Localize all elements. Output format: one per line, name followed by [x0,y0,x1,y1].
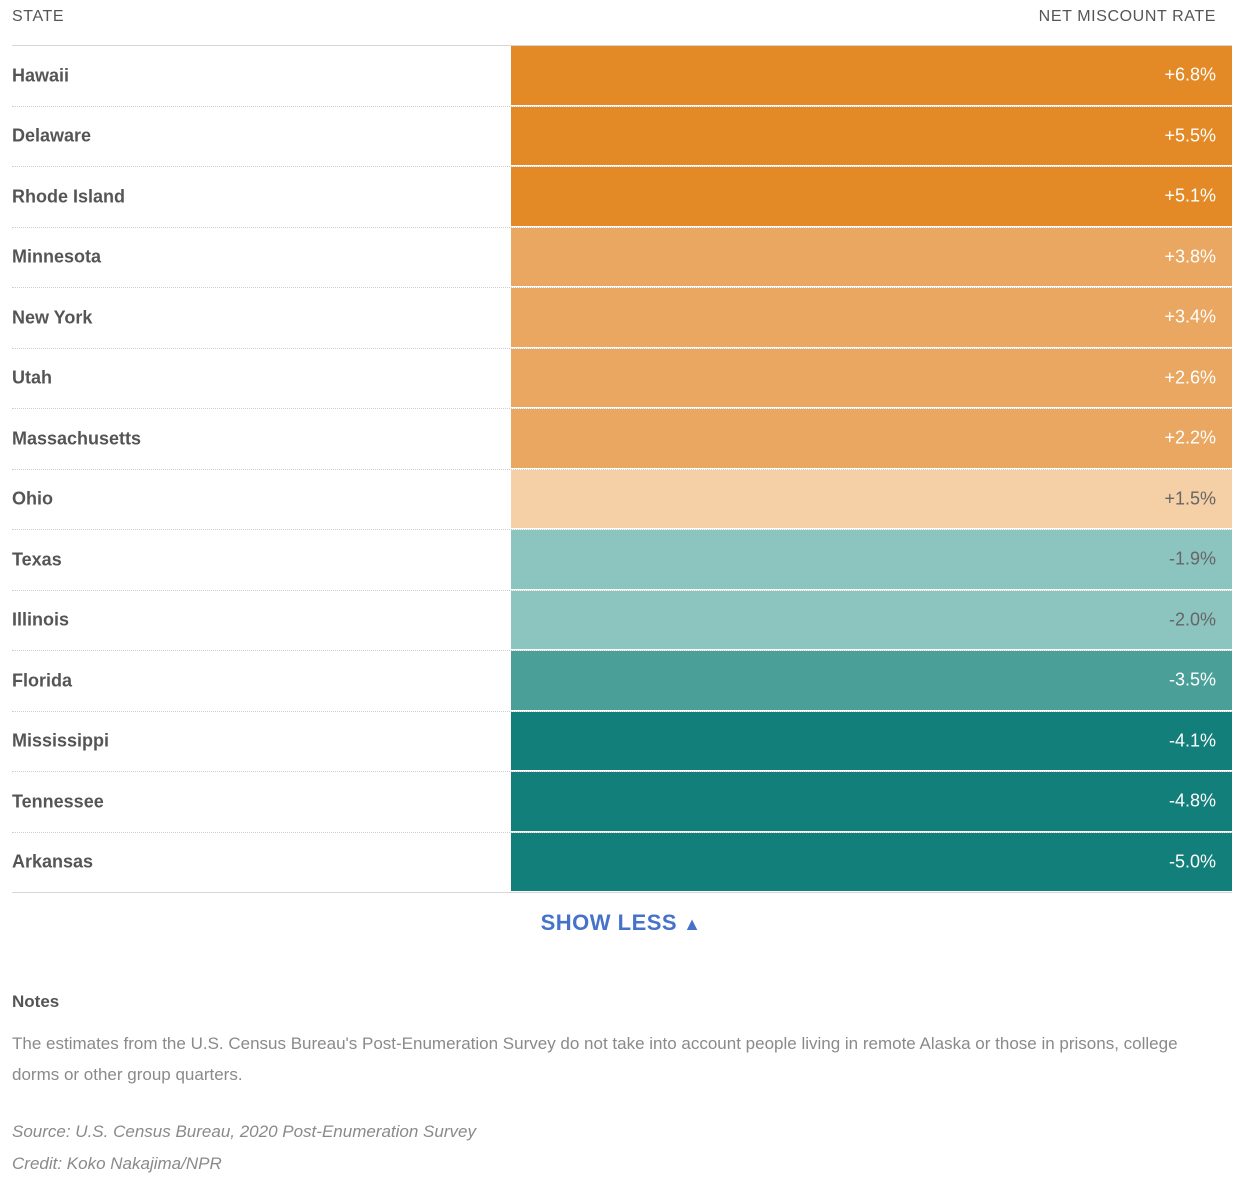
rate-cell: +3.4% [511,288,1232,348]
rate-value: +6.8% [1164,64,1216,85]
rate-value: +3.8% [1164,246,1216,267]
rate-cell: -4.1% [511,711,1232,771]
rate-value: -4.8% [1168,790,1216,811]
table-row: New York +3.4% [12,288,1232,349]
rate-cell: -4.8% [511,772,1232,832]
table-row: Illinois -2.0% [12,590,1232,651]
state-name: Florida [12,670,73,691]
state-name: Massachusetts [12,428,142,449]
notes-text: The estimates from the U.S. Census Burea… [12,1034,1178,1084]
table-row: Massachusetts +2.2% [12,409,1232,470]
source-credit-line: Source: U.S. Census Bureau, 2020 Post-En… [12,1122,476,1141]
table-body: Hawaii +6.8% Delaware +5.5% Rhode Island +5.1… [12,46,1232,893]
table-row: Rhode Island +5.1% [12,167,1232,228]
rate-cell: +5.5% [511,106,1232,166]
rate-cell: -3.5% [511,651,1232,711]
state-name: Arkansas [12,851,94,872]
rate-value: -2.0% [1168,609,1216,630]
state-name: Ohio [12,488,53,509]
rate-cell: +1.5% [511,469,1232,529]
rate-value: -5.0% [1168,851,1216,872]
table-row: Florida -3.5% [12,651,1232,712]
state-name: New York [12,307,93,328]
table-row: Hawaii +6.8% [12,46,1232,107]
table-row: Arkansas -5.0% [12,832,1232,893]
rate-value: +5.5% [1164,125,1216,146]
rate-value: +3.4% [1164,306,1216,327]
rate-value: +2.6% [1164,367,1216,388]
state-name: Texas [12,549,62,570]
rate-value: +5.1% [1164,185,1216,206]
state-name: Delaware [12,125,92,146]
rate-cell: -5.0% [511,832,1232,892]
author-credit-line: Credit: Koko Nakajima/NPR [12,1154,222,1173]
state-name: Tennessee [12,791,104,812]
triangle-up-icon: ▲ [683,914,702,934]
table-row: Tennessee -4.8% [12,772,1232,833]
rate-column-header[interactable]: NET MISCOUNT RATE [1038,8,1216,25]
state-name: Minnesota [12,246,102,267]
state-name: Mississippi [12,730,110,751]
table-row: Texas -1.9% [12,530,1232,591]
rate-cell: +2.2% [511,409,1232,469]
miscount-table: STATE NET MISCOUNT RATE Hawaii +6.8% Delaw… [12,0,1232,893]
show-less-label: SHOW LESS [540,910,678,935]
rate-cell: +6.8% [511,46,1232,106]
rate-cell: -2.0% [511,590,1232,650]
rate-cell: +5.1% [511,167,1232,227]
table-row: Utah +2.6% [12,348,1232,409]
rate-value: -1.9% [1168,548,1216,569]
state-name: Hawaii [12,65,70,86]
rate-value: +2.2% [1164,427,1216,448]
state-name: Utah [12,367,52,388]
rate-value: -3.5% [1168,669,1216,690]
notes-title: Notes [12,992,60,1011]
rate-value: -4.1% [1168,730,1216,751]
rate-cell: +2.6% [511,348,1232,408]
state-column-header[interactable]: STATE [12,8,65,25]
table-row: Delaware +5.5% [12,106,1232,167]
state-name: Rhode Island [12,186,126,207]
table-header: STATE NET MISCOUNT RATE [12,0,1232,46]
rate-cell: -1.9% [511,530,1232,590]
table-row: Minnesota +3.8% [12,227,1232,288]
rate-cell: +3.8% [511,227,1232,287]
show-less-button[interactable]: SHOW LESS ▲ [0,910,1242,936]
rate-value: +1.5% [1164,488,1216,509]
state-name: Illinois [12,609,70,630]
table-row: Mississippi -4.1% [12,711,1232,772]
table-row: Ohio +1.5% [12,469,1232,530]
